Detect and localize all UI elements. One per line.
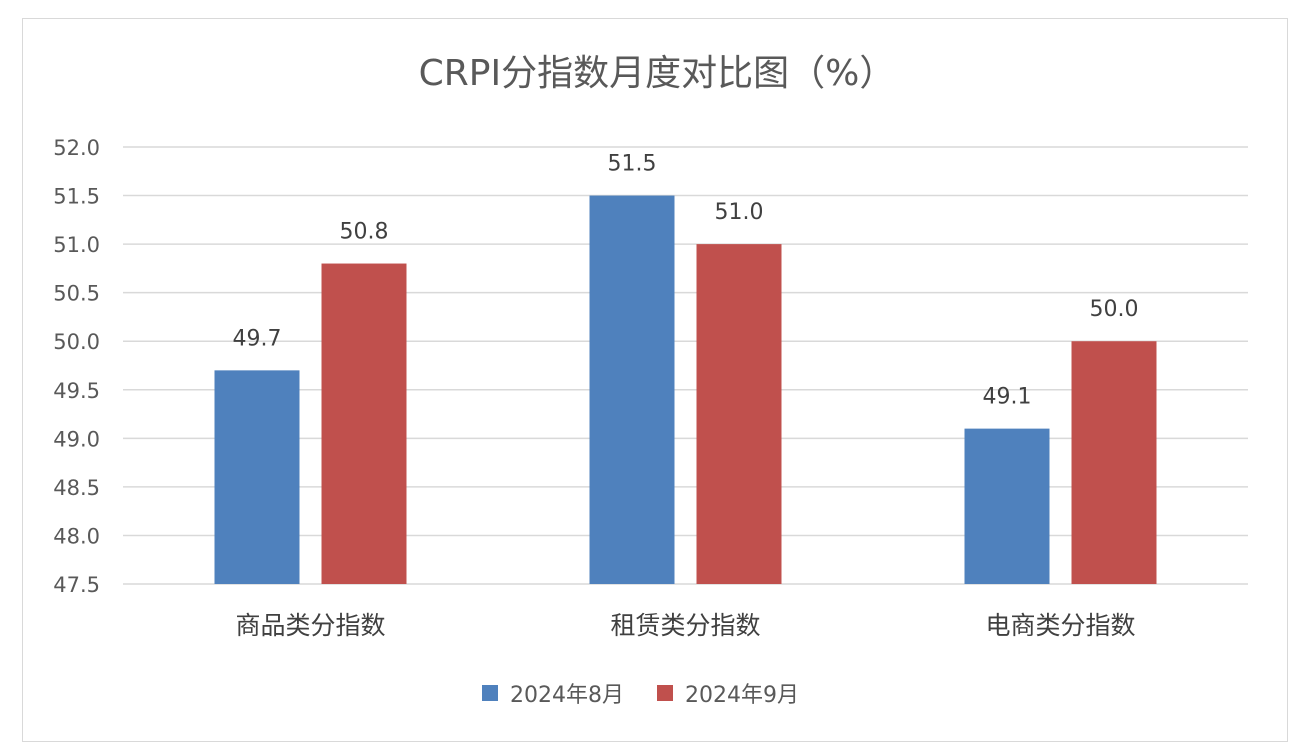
legend-label: 2024年8月 (510, 683, 624, 708)
x-tick-label: 电商类分指数 (985, 611, 1135, 640)
data-label: 50.8 (340, 220, 389, 245)
y-tick-label: 47.5 (53, 573, 100, 597)
y-tick-label: 52.0 (53, 136, 100, 160)
y-tick-label: 50.5 (53, 282, 100, 306)
data-label: 49.7 (233, 326, 282, 351)
y-tick-label: 48.0 (53, 524, 100, 548)
bar (696, 244, 782, 584)
legend-swatch (482, 685, 498, 701)
y-tick-label: 49.5 (53, 379, 100, 403)
legend-swatch (657, 685, 673, 701)
x-tick-label: 租赁类分指数 (610, 611, 760, 640)
data-label: 50.0 (1090, 297, 1139, 322)
x-tick-label: 商品类分指数 (235, 611, 385, 640)
y-tick-label: 51.5 (53, 185, 100, 209)
data-label: 51.0 (715, 200, 764, 225)
data-label: 51.5 (608, 152, 657, 177)
legend-label: 2024年9月 (685, 683, 799, 708)
data-label: 49.1 (983, 385, 1032, 410)
bar (321, 263, 407, 584)
y-tick-label: 50.0 (53, 330, 100, 354)
bar (1071, 341, 1157, 584)
bar (214, 370, 300, 584)
y-tick-label: 51.0 (53, 233, 100, 257)
bar (964, 428, 1050, 584)
chart-title: CRPI分指数月度对比图（%） (418, 53, 896, 94)
y-tick-label: 48.5 (53, 476, 100, 500)
y-tick-label: 49.0 (53, 427, 100, 451)
bar (589, 195, 675, 585)
